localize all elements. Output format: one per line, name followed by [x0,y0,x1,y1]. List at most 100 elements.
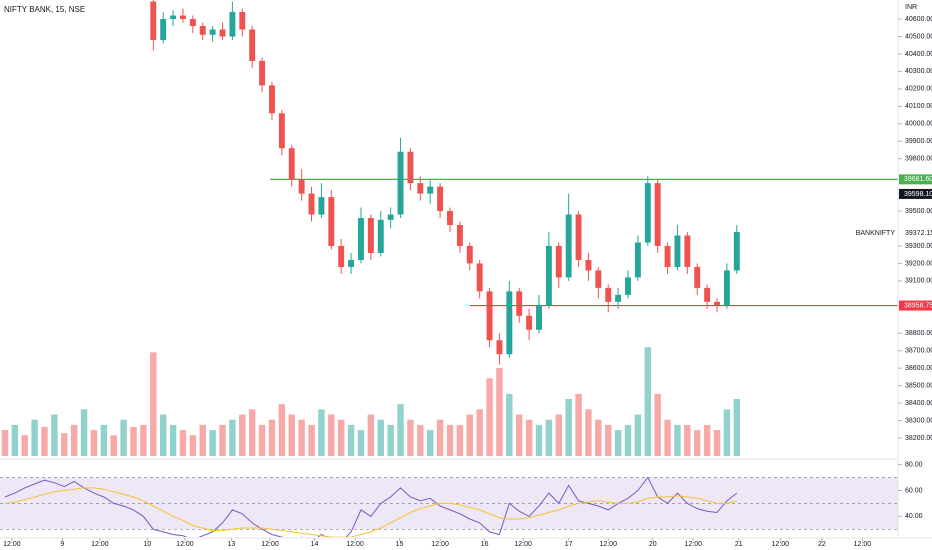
x-tick-label: 12:00 [854,541,872,548]
candle-body [605,287,612,302]
axes: 40600.00 40500.00 40400.00 40300.00 40200.00… [3,16,932,548]
candle-body [476,263,483,292]
y-tick-label: 38700.00 [905,348,932,355]
currency: INR [905,4,917,11]
x-tick-label: 12:00 [685,541,703,548]
y-tick-label: 38400.00 [905,400,932,407]
x-tick-label: 13 [228,541,236,548]
volume-bar [476,409,483,456]
x-tick-label: 22 [818,541,826,548]
candle-body [704,287,711,302]
x-tick-label: 12:00 [772,541,790,548]
rsi-tick-label: 80.00 [905,461,923,468]
volume-bar [595,419,602,456]
candle-body [150,1,157,40]
y-tick-label: 38300.00 [905,417,932,424]
candle-body [496,340,503,355]
volume-bar [278,404,286,456]
candle-body [348,259,355,267]
volume-bar [189,435,197,456]
rsi-tick-label: 60.00 [905,487,923,494]
x-tick-label: 12:00 [261,541,279,548]
candle-body [199,26,206,35]
volume-bar [61,433,68,456]
volume-bar [80,409,88,456]
candle-body [278,113,285,149]
y-tick-label: 40000.00 [905,121,932,128]
volume-bar [446,424,454,456]
volume-bar [159,414,167,456]
y-tick-label: 39500.00 [905,208,932,215]
volume-bar [90,430,98,456]
volume-bar [337,419,345,456]
volume-bar [51,414,58,456]
volume-bar [634,414,642,456]
price-tag-label: 39598.10 [904,191,932,198]
candle-body [318,197,325,215]
y-tick-label: 38600.00 [905,365,932,372]
price-pane [1,0,898,456]
volume-bar [426,430,434,456]
volume-bar [318,409,325,456]
volume-bar [545,419,553,456]
volume-bar [229,419,236,456]
price-tag [899,188,932,199]
volume-bar [219,424,226,456]
x-tick-label: 17 [565,541,573,548]
volume-bar [387,424,394,456]
volume-bar [575,393,582,456]
x-tick-label: 12:00 [176,541,194,548]
y-tick-label: 40300.00 [905,68,932,75]
level-tag [899,300,932,311]
x-tick-label: 16 [481,541,489,548]
volume-bar [436,419,444,456]
candle-body [555,245,562,278]
candle-body [486,291,493,341]
volume-bar [179,430,187,456]
volume-bar [100,424,108,456]
x-tick-label: 21 [735,541,743,548]
candle-body [437,186,444,212]
candle-body [615,294,622,302]
candle-body [358,218,364,260]
x-tick-label: 12:00 [599,541,617,548]
volume-bar [713,430,721,456]
candle-body [674,235,681,267]
volume-bar [644,347,652,456]
x-tick-label: 10 [143,541,151,548]
volume-bar [466,414,473,456]
y-tick-label: 39900.00 [905,138,932,145]
volume-bar [120,419,127,456]
candle-body [367,218,374,253]
volume-bar [377,419,384,456]
candle-body [170,15,177,20]
rsi-pane [0,476,898,537]
volume-bar [605,424,612,456]
volume-bar [41,426,48,456]
volume-bar [407,419,414,456]
volume-bar [199,424,206,456]
candle-body [417,183,424,194]
y-tick-label: 39300.00 [905,243,932,250]
candle-body [288,148,295,180]
volume-bar [506,393,513,456]
candle-body [219,29,226,37]
y-tick-label: 39800.00 [905,156,932,163]
y-tick-label: 40200.00 [905,86,932,93]
candle-body [328,197,335,246]
volume-bar [723,409,731,456]
y-tick-label: 40600.00 [905,16,932,23]
volume-bar [486,378,493,456]
candle-body [634,242,641,278]
chart-title: NIFTY BANK, 15, NSE [4,5,85,14]
x-tick-label: 9 [60,541,64,548]
candle-body [179,15,186,20]
y-tick-label: 40100.00 [905,103,932,110]
candle-body [259,60,266,86]
volume-bar [308,424,315,456]
level-tag-label: 38958.75 [904,302,932,309]
candle-body [595,270,602,288]
candle-body [714,301,720,306]
volume-bar [585,409,592,456]
candle-body [397,151,404,215]
